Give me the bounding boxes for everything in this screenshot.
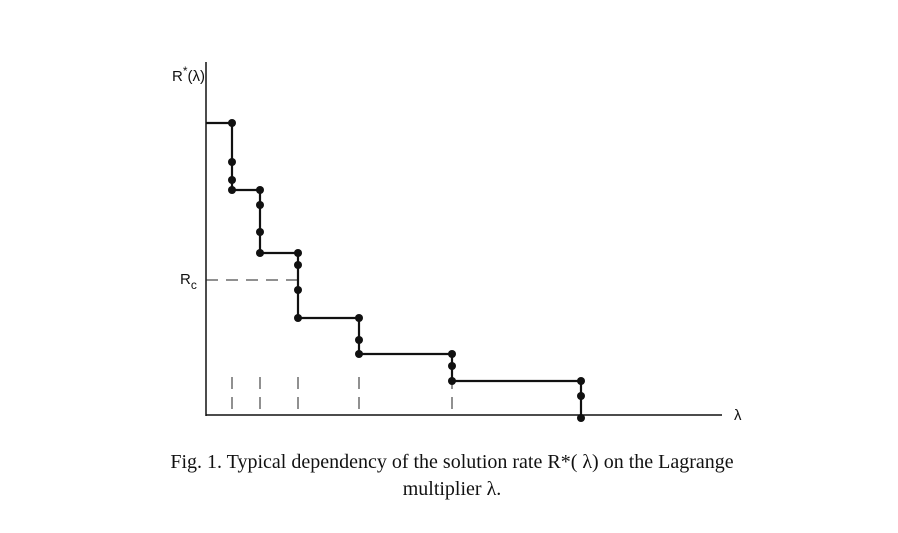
threshold-label: Rc [180, 271, 197, 292]
symbol: R [172, 68, 183, 85]
point [355, 336, 363, 344]
point [294, 249, 302, 257]
caption-line: multiplier λ. [403, 478, 502, 500]
argument: (λ) [188, 68, 206, 85]
subscript: c [191, 278, 197, 292]
point [294, 261, 302, 269]
point [294, 286, 302, 294]
symbol: R [180, 271, 191, 288]
point [228, 186, 236, 194]
point [577, 377, 585, 385]
point [228, 119, 236, 127]
point [448, 377, 456, 385]
point [294, 314, 302, 322]
point [256, 249, 264, 257]
x-axis-label: λ [734, 407, 742, 424]
point [256, 186, 264, 194]
y-axis-label: R*(λ) [172, 64, 205, 85]
lambda-markers [231, 377, 453, 415]
point [256, 228, 264, 236]
point [355, 350, 363, 358]
point [355, 314, 363, 322]
superscript: * [183, 64, 188, 78]
point [577, 392, 585, 400]
point [256, 201, 264, 209]
caption-line: Fig. 1. Typical dependency of the soluti… [170, 451, 733, 473]
point [577, 414, 585, 422]
point [228, 176, 236, 184]
points [228, 119, 585, 422]
staircase [206, 121, 583, 418]
point [228, 158, 236, 166]
point [448, 362, 456, 370]
point [448, 350, 456, 358]
